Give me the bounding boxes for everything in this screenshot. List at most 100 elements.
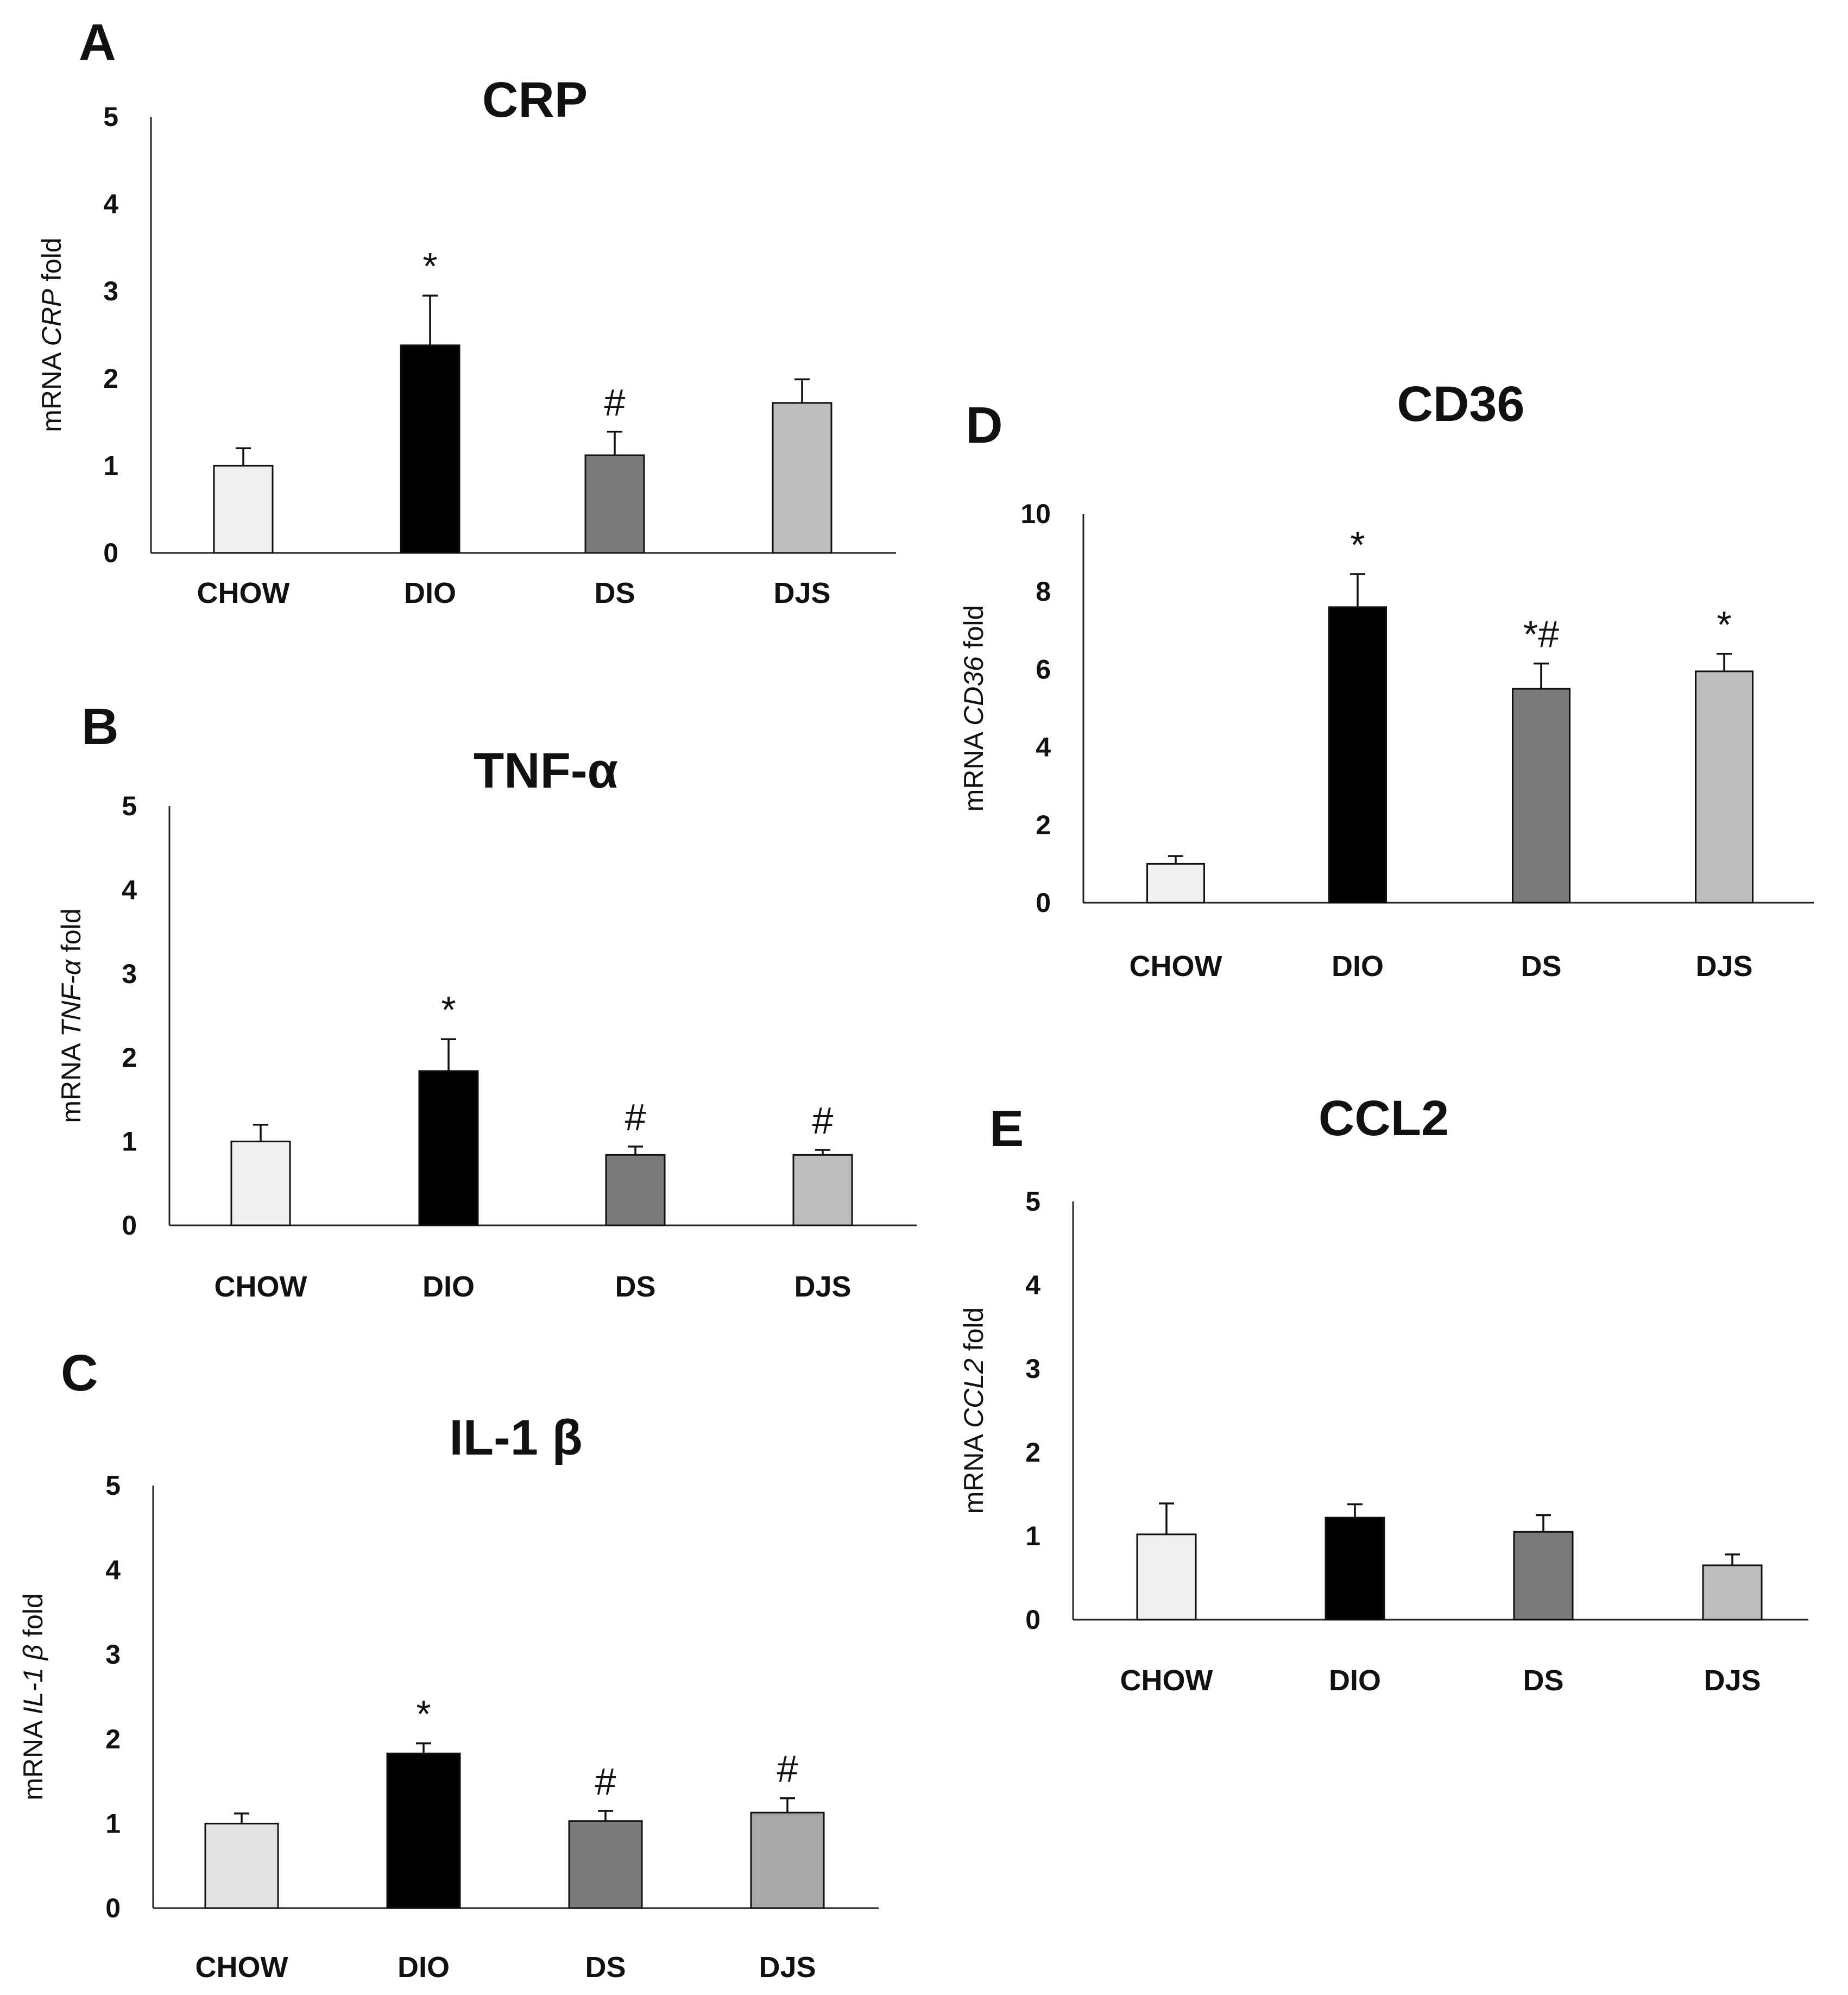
category-label: DJS <box>759 1951 816 1984</box>
category-label: DIO <box>404 577 456 609</box>
bar-ds <box>1512 688 1571 904</box>
y-axis-label-prefix: mRNA <box>36 346 67 432</box>
significance-marker: # <box>777 1748 798 1790</box>
y-tick-label: 1 <box>1025 1521 1040 1551</box>
y-axis-label: mRNA IL-1 β fold <box>18 1593 48 1801</box>
error-bar-dio <box>441 1038 456 1071</box>
chart-panel-c: C IL-1 β 0 1 2 3 4 5 mRNA IL-1 β fold CHOW DIO * DS #… <box>18 1344 879 1984</box>
bar-djs <box>750 1811 825 1909</box>
error-bar-djs <box>1717 653 1732 671</box>
significance-marker: * <box>1717 603 1731 646</box>
error-bar-chow <box>236 447 251 466</box>
panel-letter: E <box>989 1100 1024 1157</box>
category-label: CHOW <box>1130 950 1222 983</box>
y-tick-label: 3 <box>1025 1354 1040 1384</box>
panel-letter: C <box>61 1344 98 1402</box>
category-label: DS <box>1521 950 1561 983</box>
bar-chow <box>1136 1533 1197 1621</box>
category-label: DS <box>594 577 635 609</box>
error-bar-ds <box>598 1810 613 1821</box>
error-bar-ds <box>628 1146 643 1155</box>
error-bar-dio <box>1347 1503 1363 1518</box>
category-label: DIO <box>398 1951 450 1984</box>
y-axis-label-suffix: fold <box>958 605 989 657</box>
category-label: DJS <box>1704 1664 1761 1697</box>
y-tick-label: 1 <box>103 450 118 481</box>
category-label: CHOW <box>1120 1664 1213 1697</box>
bar-dio <box>1324 1516 1385 1621</box>
bar-chow <box>213 464 274 554</box>
category-label: DIO <box>1332 950 1384 983</box>
error-bar-djs <box>780 1797 795 1813</box>
y-axis-label-gene: CCL2 <box>958 1358 989 1428</box>
y-axis-label-prefix: mRNA <box>958 726 989 811</box>
error-bar-ds <box>1536 1514 1551 1532</box>
y-tick-label: 2 <box>122 1042 137 1073</box>
y-tick-label: 2 <box>1036 810 1051 840</box>
y-axis-label: mRNA CCL2 fold <box>958 1307 989 1514</box>
bar-chow <box>204 1822 279 1909</box>
y-tick-label: 4 <box>105 1555 121 1585</box>
y-tick-label: 2 <box>1025 1437 1040 1468</box>
significance-marker: * <box>422 245 437 287</box>
panel-letter: A <box>79 14 116 71</box>
bar-chow <box>1146 863 1205 904</box>
y-axis-label-suffix: fold <box>36 237 67 289</box>
category-label: DIO <box>422 1270 475 1303</box>
bar-dio <box>418 1070 479 1226</box>
y-tick-label: 0 <box>105 1893 121 1923</box>
y-tick-label: 5 <box>105 1470 121 1501</box>
bar-ds <box>605 1154 666 1226</box>
y-tick-label: 5 <box>103 102 118 132</box>
category-label: DS <box>1523 1664 1563 1697</box>
y-tick-label: 0 <box>1036 888 1051 918</box>
error-bar-chow <box>234 1812 249 1824</box>
y-tick-label: 0 <box>1025 1604 1040 1635</box>
y-axis-label-prefix: mRNA <box>18 1714 48 1800</box>
error-bar-djs <box>794 378 810 403</box>
chart-panel-b: B TNF-α 0 1 2 3 4 5 mRNA TNF-α fold CHOW DIO * DS # DJ… <box>56 698 917 1303</box>
error-bar-ds <box>607 431 622 456</box>
y-tick-label: 2 <box>105 1724 121 1754</box>
error-bar-djs <box>1725 1553 1740 1565</box>
y-axis-label-gene: IL-1 β <box>18 1645 48 1715</box>
category-label: DS <box>585 1951 626 1984</box>
bar-djs <box>1695 670 1754 904</box>
y-tick-label: 0 <box>103 538 118 568</box>
category-label: DIO <box>1329 1664 1381 1697</box>
error-bar-chow <box>1159 1502 1174 1534</box>
bar-dio <box>386 1752 461 1909</box>
significance-marker: # <box>625 1096 646 1138</box>
chart-title: CRP <box>482 72 588 128</box>
y-tick-label: 4 <box>122 874 137 905</box>
y-axis-label-gene: CRP <box>36 288 67 346</box>
bar-djs <box>772 402 832 554</box>
y-tick-label: 8 <box>1036 576 1051 607</box>
y-axis-label-suffix: fold <box>56 908 86 960</box>
significance-marker: * <box>1350 524 1365 566</box>
y-tick-label: 4 <box>1025 1270 1040 1300</box>
y-tick-label: 5 <box>1025 1186 1040 1217</box>
significance-marker: * <box>416 1693 431 1735</box>
y-axis-label-gene: CD36 <box>958 656 989 726</box>
significance-marker: * <box>441 989 456 1031</box>
y-axis-label: mRNA CRP fold <box>36 237 67 432</box>
y-axis-label: mRNA TNF-α fold <box>56 908 86 1123</box>
category-label: DS <box>615 1270 655 1303</box>
panel-letter: D <box>966 397 1003 454</box>
y-tick-label: 6 <box>1036 654 1051 684</box>
significance-marker: # <box>595 1760 616 1803</box>
category-label: CHOW <box>197 577 290 609</box>
y-tick-label: 2 <box>103 363 118 394</box>
y-axis-label-suffix: fold <box>958 1307 989 1359</box>
chart-title: IL-1 β <box>449 1410 582 1465</box>
bar-djs <box>792 1154 853 1226</box>
y-axis-label-prefix: mRNA <box>958 1428 989 1514</box>
panel-letter: B <box>81 698 119 756</box>
bar-ds <box>1513 1531 1574 1621</box>
y-axis-label: mRNA CD36 fold <box>958 605 989 812</box>
category-label: CHOW <box>195 1951 288 1984</box>
y-tick-label: 4 <box>1036 732 1051 763</box>
y-axis-label-prefix: mRNA <box>56 1037 86 1123</box>
y-tick-label: 5 <box>122 791 137 821</box>
